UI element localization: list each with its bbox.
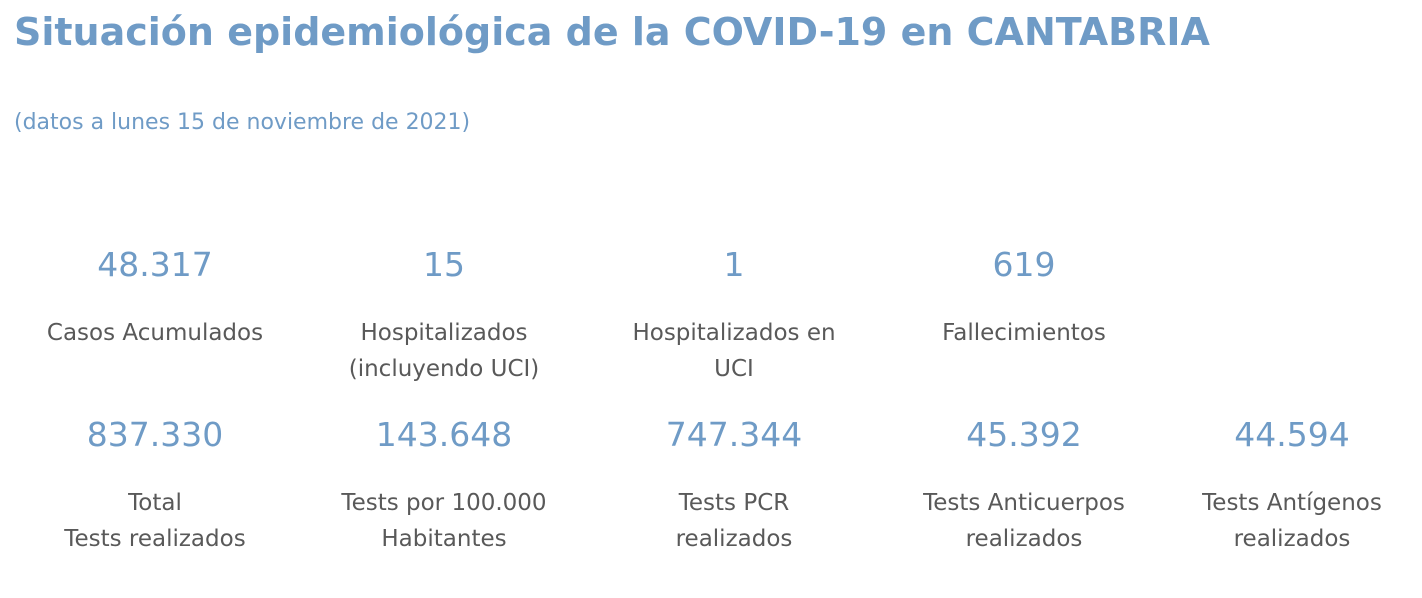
stat-label-line: Tests realizados	[64, 526, 246, 552]
stat-label-line: Hospitalizados	[360, 320, 528, 346]
stat-label: Tests por 100.000 Habitantes	[314, 485, 574, 557]
stat-hospitalizados-uci: 1 Hospitalizados en UCI	[604, 245, 864, 387]
stat-label-line: Total	[128, 490, 182, 516]
stat-label-line: Habitantes	[381, 526, 507, 552]
stat-tests-antigenos: 44.594 Tests Antígenos realizados	[1162, 415, 1422, 557]
stat-value: 1	[723, 245, 745, 284]
stat-label-line: Fallecimientos	[942, 320, 1106, 346]
stat-label: Tests Antígenos realizados	[1162, 485, 1422, 557]
stat-value: 44.594	[1234, 415, 1350, 454]
stat-label: Total Tests realizados	[25, 485, 285, 557]
stat-label: Hospitalizados (incluyendo UCI)	[314, 315, 574, 387]
stat-value: 837.330	[86, 415, 224, 454]
stat-total-tests: 837.330 Total Tests realizados	[25, 415, 285, 557]
stat-label-line: (incluyendo UCI)	[348, 356, 540, 382]
stat-label: Hospitalizados en UCI	[604, 315, 864, 387]
stat-label: Casos Acumulados	[25, 315, 285, 351]
stat-label: Tests PCR realizados	[604, 485, 864, 557]
stat-label: Tests Anticuerpos realizados	[894, 485, 1154, 557]
stat-value: 15	[423, 245, 465, 284]
stat-label-line: realizados	[1233, 526, 1351, 552]
stat-label: Fallecimientos	[894, 315, 1154, 351]
stat-value: 143.648	[375, 415, 513, 454]
stat-casos-acumulados: 48.317 Casos Acumulados	[25, 245, 285, 351]
data-date-subtitle: (datos a lunes 15 de noviembre de 2021)	[14, 110, 471, 135]
stat-value: 619	[992, 245, 1056, 284]
stat-fallecimientos: 619 Fallecimientos	[894, 245, 1154, 351]
stat-label-line: realizados	[675, 526, 793, 552]
stat-value: 747.344	[665, 415, 803, 454]
stat-value: 45.392	[966, 415, 1082, 454]
stat-label-line: Tests PCR	[678, 490, 790, 516]
stat-tests-pcr: 747.344 Tests PCR realizados	[604, 415, 864, 557]
stat-label-line: Tests Anticuerpos	[923, 490, 1125, 516]
stat-hospitalizados: 15 Hospitalizados (incluyendo UCI)	[314, 245, 574, 387]
stat-label-line: Tests Antígenos	[1202, 490, 1382, 516]
stat-label-line: realizados	[965, 526, 1083, 552]
stat-label-line: Tests por 100.000	[341, 490, 547, 516]
page-title: Situación epidemiológica de la COVID-19 …	[14, 10, 1210, 54]
stat-value: 48.317	[97, 245, 213, 284]
stat-label-line: Casos Acumulados	[46, 320, 264, 346]
stat-label-line: Hospitalizados en	[632, 320, 836, 346]
stat-tests-por-100000: 143.648 Tests por 100.000 Habitantes	[314, 415, 574, 557]
stat-label-line: UCI	[714, 356, 754, 382]
stat-tests-anticuerpos: 45.392 Tests Anticuerpos realizados	[894, 415, 1154, 557]
